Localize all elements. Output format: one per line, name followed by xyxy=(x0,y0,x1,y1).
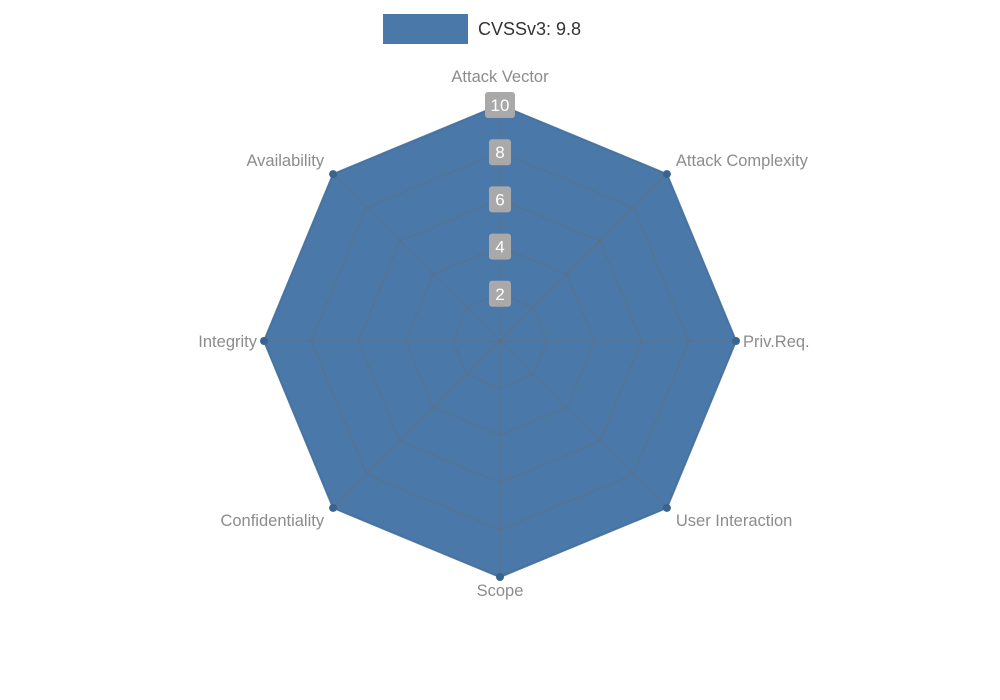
series-point-4 xyxy=(496,573,504,581)
grid-spoke-5 xyxy=(332,340,501,509)
axis-label-confidentiality: Confidentiality xyxy=(220,512,324,530)
radial-tick-label-10: 10 xyxy=(491,96,510,115)
radial-tick-box-8 xyxy=(489,139,511,166)
axis-label-attack-vector: Attack Vector xyxy=(451,68,549,86)
radial-tick-label-2: 2 xyxy=(495,285,504,304)
radial-tick-box-10 xyxy=(485,92,515,118)
series-point-5 xyxy=(329,503,338,512)
axis-label-priv-req-: Priv.Req. xyxy=(743,333,810,351)
grid-spoke-7 xyxy=(332,173,501,342)
axis-label-user-interaction: User Interaction xyxy=(676,512,792,530)
series-point-7 xyxy=(329,170,338,179)
series-point-3 xyxy=(662,503,671,512)
axis-label-attack-complexity: Attack Complexity xyxy=(676,152,809,170)
radial-tick-box-4 xyxy=(489,233,511,260)
radial-tick-label-6: 6 xyxy=(495,190,504,209)
axis-label-integrity: Integrity xyxy=(198,333,257,351)
axis-label-scope: Scope xyxy=(477,582,524,600)
series-point-6 xyxy=(260,337,268,345)
legend-swatch xyxy=(383,14,468,44)
radial-tick-label-4: 4 xyxy=(495,238,504,257)
grid-spoke-3 xyxy=(499,340,668,509)
axis-label-availability: Availability xyxy=(246,152,324,170)
radial-tick-box-6 xyxy=(489,186,511,213)
radial-tick-label-8: 8 xyxy=(495,143,504,162)
series-point-1 xyxy=(662,170,671,179)
grid-spoke-1 xyxy=(499,173,668,342)
radial-tick-box-2 xyxy=(489,280,511,307)
legend-label: CVSSv3: 9.8 xyxy=(478,18,582,39)
series-point-2 xyxy=(732,337,740,345)
legend: CVSSv3: 9.8 xyxy=(383,14,581,44)
